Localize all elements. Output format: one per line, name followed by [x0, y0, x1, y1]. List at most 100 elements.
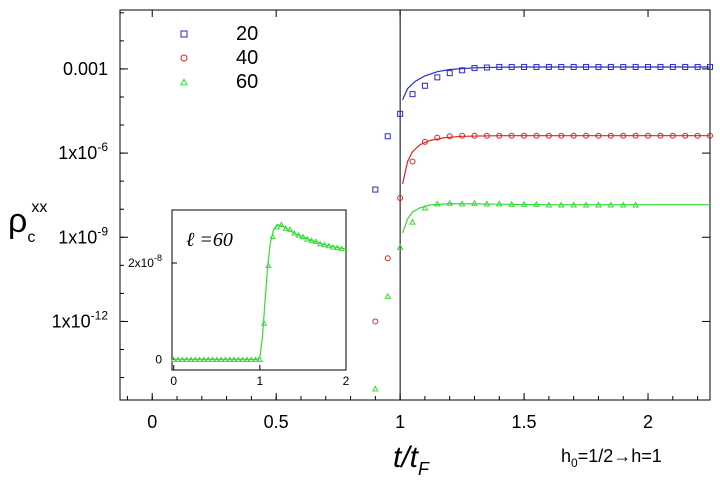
data-point: [632, 63, 639, 70]
data-point: [384, 255, 391, 262]
inset-x-tick-label: 1: [257, 374, 264, 388]
data-point: [243, 356, 251, 362]
data-point: [421, 82, 428, 89]
data-point: [295, 232, 302, 238]
data-point: [620, 63, 627, 70]
main-x-tick-label: 0: [147, 412, 157, 432]
data-point: [291, 230, 298, 236]
quench-annotation-prefix: h: [561, 446, 571, 466]
data-point: [557, 201, 565, 208]
data-point: [483, 132, 490, 139]
x-axis-label: t/tF: [393, 441, 430, 479]
series-curve: [402, 202, 710, 234]
data-point: [174, 356, 182, 362]
data-point: [269, 233, 276, 240]
data-point: [179, 356, 186, 362]
data-point: [226, 356, 233, 362]
data-point: [471, 199, 478, 206]
data-point: [209, 356, 216, 362]
y-axis-label: ρc xx: [8, 199, 47, 246]
data-point: [286, 226, 294, 232]
series-curve: [402, 135, 710, 185]
data-point: [496, 132, 503, 139]
inset-y-tick-label: 2x10-8: [128, 253, 162, 270]
data-point: [170, 356, 177, 362]
data-point: [595, 63, 602, 70]
quench-annotation-sub: 0: [571, 456, 578, 470]
data-point: [409, 158, 416, 165]
data-point: [521, 63, 528, 70]
data-point: [217, 356, 225, 362]
inset-y-ticks: 0 2x10-8: [128, 253, 177, 366]
data-point: [446, 199, 454, 206]
data-point: [508, 63, 515, 70]
data-point: [434, 74, 441, 81]
data-point: [583, 132, 590, 139]
data-point: [434, 134, 441, 141]
data-point: [235, 356, 242, 362]
data-point: [409, 218, 416, 225]
data-point: [496, 63, 503, 70]
data-point: [230, 356, 238, 362]
main-x-tick-label: 1.5: [512, 412, 537, 432]
data-point: [334, 244, 341, 251]
data-point: [570, 63, 577, 70]
y-axis-label-base: ρ: [8, 202, 27, 240]
data-point: [520, 200, 528, 207]
data-point: [508, 132, 515, 139]
data-point: [570, 201, 578, 208]
data-point: [205, 356, 212, 362]
data-point: [682, 63, 689, 70]
data-point: [222, 356, 229, 362]
data-point: [372, 186, 379, 193]
data-point: [471, 65, 478, 72]
main-y-tick-label: 1x10-9: [58, 224, 108, 247]
data-point: [694, 63, 701, 70]
data-point: [273, 223, 281, 230]
data-point: [459, 132, 466, 139]
data-point: [495, 200, 503, 207]
data-point: [620, 132, 627, 139]
data-point: [632, 201, 639, 208]
data-point: [459, 67, 466, 74]
series-40: [372, 132, 713, 325]
data-point: [669, 132, 676, 139]
data-point: [433, 200, 441, 207]
inset-frame: [171, 209, 347, 371]
data-point: [282, 225, 289, 231]
data-point: [338, 245, 345, 252]
data-point: [458, 200, 466, 207]
data-point: [558, 132, 565, 139]
data-point: [607, 132, 614, 139]
data-point: [607, 201, 615, 208]
data-point: [308, 237, 315, 243]
legend-label: 60: [236, 71, 258, 93]
data-point: [508, 200, 516, 207]
data-point: [329, 244, 337, 250]
inset-y-tick-label: 0: [155, 352, 162, 366]
data-point: [607, 63, 614, 70]
data-point: [533, 132, 540, 139]
series-20: [372, 63, 713, 193]
x-axis-label-base: t/t: [393, 441, 420, 474]
data-point: [372, 318, 379, 325]
data-point: [657, 63, 664, 70]
main-x-tick-label: 1: [395, 412, 405, 432]
main-x-tick-label: 0.5: [264, 412, 289, 432]
series-60: [371, 199, 710, 392]
data-point: [682, 132, 689, 139]
y-axis-label-sup: xx: [31, 199, 47, 216]
data-point: [239, 356, 246, 362]
data-point: [657, 132, 664, 139]
data-point: [265, 262, 272, 268]
data-point: [396, 243, 404, 250]
data-point: [252, 356, 259, 362]
data-point: [312, 238, 319, 244]
inset-title: ℓ =60: [186, 229, 233, 251]
data-point: [321, 241, 328, 248]
data-point: [645, 132, 652, 139]
data-point: [256, 356, 263, 362]
main-y-ticks: 0.001 1x10-6 1x10-9 1x10-12: [52, 12, 710, 379]
